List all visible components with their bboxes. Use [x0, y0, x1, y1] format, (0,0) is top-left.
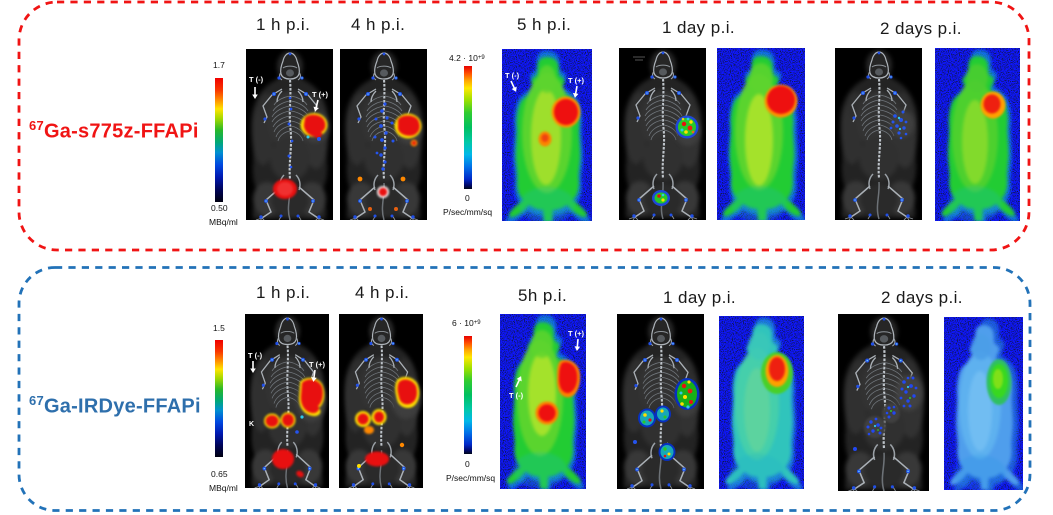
svg-text:K: K — [249, 421, 254, 428]
svg-text:T (+): T (+) — [309, 360, 326, 369]
svg-text:T (+): T (+) — [312, 90, 329, 99]
svg-text:T (-): T (-) — [248, 351, 263, 360]
svg-text:T (+): T (+) — [568, 76, 585, 85]
svg-text:T (+): T (+) — [568, 329, 585, 338]
svg-text:T (-): T (-) — [509, 391, 524, 400]
svg-text:T (-): T (-) — [249, 75, 264, 84]
svg-text:T (-): T (-) — [505, 71, 520, 80]
